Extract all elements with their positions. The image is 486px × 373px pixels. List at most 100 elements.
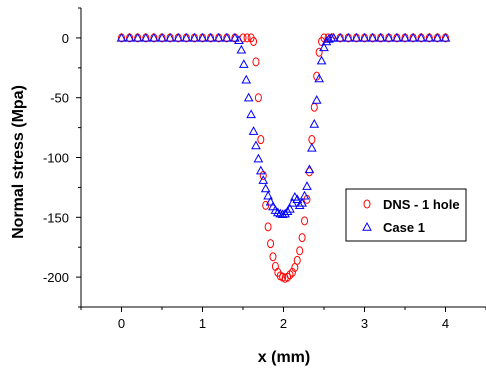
data-point xyxy=(314,73,324,83)
data-point xyxy=(264,222,272,232)
data-point xyxy=(400,32,410,42)
data-point xyxy=(236,44,247,54)
data-point xyxy=(299,190,310,200)
data-point xyxy=(293,255,301,265)
data-point xyxy=(309,118,320,128)
legend-label: DNS - 1 hole xyxy=(383,197,460,212)
data-point xyxy=(157,32,167,42)
data-point xyxy=(416,32,427,42)
data-point xyxy=(173,32,184,42)
data-point xyxy=(205,32,216,42)
y-tick-label: -200 xyxy=(43,270,69,285)
y-tick-label: -50 xyxy=(50,91,69,106)
data-point xyxy=(297,197,307,207)
data-point xyxy=(296,246,304,256)
data-point xyxy=(124,32,135,42)
plot-points xyxy=(116,32,451,283)
data-point xyxy=(116,32,127,42)
data-point xyxy=(307,142,317,152)
data-point xyxy=(181,32,192,42)
data-point xyxy=(280,208,290,218)
data-point xyxy=(251,140,261,150)
x-tick-label: 3 xyxy=(361,316,368,331)
data-point xyxy=(383,32,394,42)
x-tick-label: 1 xyxy=(199,316,206,331)
x-tick-label: 2 xyxy=(280,316,287,331)
y-axis-title: Normal stress (Mpa) xyxy=(10,85,27,239)
data-point xyxy=(304,164,315,174)
data-point xyxy=(246,109,256,119)
data-point xyxy=(267,239,275,249)
legend-box xyxy=(345,188,467,242)
axes: 0 1 2 3 4 0 -50 -100 -150 -200 xyxy=(43,7,486,331)
data-point xyxy=(308,135,316,145)
data-point xyxy=(298,233,306,243)
data-point xyxy=(213,32,224,42)
data-point xyxy=(375,32,386,42)
data-point xyxy=(392,32,402,42)
data-point xyxy=(230,32,240,42)
data-point xyxy=(311,95,322,104)
data-point xyxy=(319,42,329,52)
data-point xyxy=(310,102,318,112)
data-point xyxy=(140,32,151,42)
data-point xyxy=(424,32,435,42)
data-point xyxy=(252,57,260,67)
data-point xyxy=(335,32,346,42)
data-point xyxy=(250,36,258,46)
data-point xyxy=(265,196,276,206)
data-point xyxy=(315,47,323,57)
data-point xyxy=(432,32,443,42)
data-point xyxy=(221,32,232,42)
data-point xyxy=(288,267,296,277)
data-point xyxy=(234,35,244,44)
data-point xyxy=(328,32,339,42)
data-point xyxy=(189,32,200,42)
data-point xyxy=(343,32,354,42)
data-point xyxy=(197,32,208,42)
data-point xyxy=(367,32,378,42)
data-point xyxy=(149,32,159,42)
data-point xyxy=(269,252,277,262)
data-point xyxy=(238,59,249,68)
data-point xyxy=(165,32,175,42)
x-axis-title: x (mm) xyxy=(258,349,310,366)
data-point xyxy=(282,206,293,216)
data-point xyxy=(243,92,254,102)
data-point xyxy=(255,165,266,175)
data-point xyxy=(260,183,271,193)
legend-label: Case 1 xyxy=(383,220,425,235)
data-point xyxy=(294,200,305,210)
data-point xyxy=(275,208,286,218)
legend: DNS - 1 hole Case 1 xyxy=(345,188,467,242)
data-point xyxy=(241,74,252,84)
x-tick-label: 4 xyxy=(442,316,449,331)
legend-marker xyxy=(362,221,372,231)
data-point xyxy=(132,32,143,42)
data-point xyxy=(257,135,265,145)
data-point xyxy=(254,93,262,103)
data-point xyxy=(351,32,362,42)
data-point xyxy=(272,207,283,217)
data-point xyxy=(285,203,295,213)
data-point xyxy=(243,33,251,43)
y-tick-label: -100 xyxy=(43,151,69,166)
data-point xyxy=(277,209,288,219)
y-tick-label: 0 xyxy=(62,31,69,46)
data-point xyxy=(302,181,312,190)
data-point xyxy=(440,32,451,42)
data-point xyxy=(359,32,370,42)
x-tick-label: 0 xyxy=(118,316,125,331)
data-point xyxy=(301,216,309,226)
series-0 xyxy=(118,33,449,283)
series-1 xyxy=(116,32,451,219)
data-point xyxy=(408,32,418,42)
data-point xyxy=(263,190,273,200)
data-point xyxy=(253,153,264,163)
data-point xyxy=(316,55,327,65)
y-tick-label: -150 xyxy=(43,210,69,225)
data-point xyxy=(292,194,303,204)
data-point xyxy=(258,175,269,184)
data-point xyxy=(248,126,259,135)
